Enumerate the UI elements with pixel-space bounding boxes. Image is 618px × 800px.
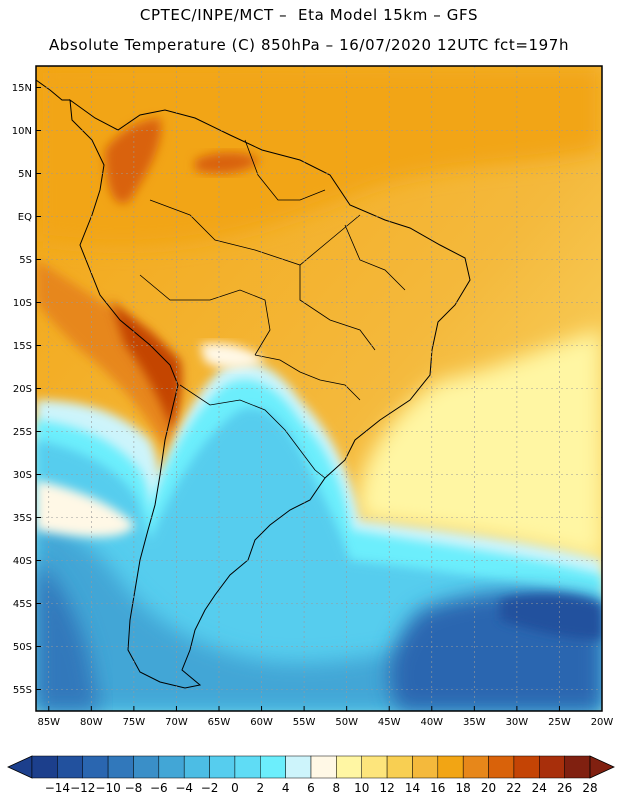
lat-tick-label: 20S [13, 384, 32, 395]
south-america-coastline [69, 98, 471, 689]
colorbar-swatch [462, 755, 489, 779]
colorbar-swatch [209, 755, 236, 779]
lat-tick-label: 40S [13, 556, 32, 567]
colorbar-swatch [437, 755, 464, 779]
colorbar-swatch [539, 755, 565, 779]
lon-tick-label: 70W [165, 717, 188, 728]
lat-tick-label: 5S [19, 255, 32, 266]
lat-tick-label: 30S [13, 470, 32, 481]
colorbar-swatch [488, 755, 515, 779]
colorbar-labels: −14 −12 −10 −8 −6 −4 −2 0 2 4 6 8 10 12 14 16 18 20 22 24 26… [45, 781, 598, 795]
lon-tick-label: 85W [37, 717, 60, 728]
colorbar-swatch [57, 755, 83, 779]
colorbar-label: 16 [430, 781, 445, 795]
map-title-line2: Absolute Temperature (C) 850hPa – 16/07/… [48, 36, 570, 54]
colorbar-label: −10 [95, 781, 120, 795]
lon-tick-label: 50W [335, 717, 358, 728]
colorbar-label: 20 [481, 781, 496, 795]
colorbar-label: −14 [45, 781, 70, 795]
lon-tick-label: 60W [250, 717, 273, 728]
colorbar-label: −4 [175, 781, 193, 795]
colorbar-label: 6 [307, 781, 315, 795]
colorbar-swatch [310, 755, 337, 779]
colorbar-max-arrow [589, 755, 615, 779]
colorbar-label: 26 [557, 781, 572, 795]
lat-tick-label: 35S [13, 513, 32, 524]
colorbar-label: −8 [125, 781, 143, 795]
lon-tick-label: 20W [591, 717, 614, 728]
lon-tick-label: 35W [463, 717, 486, 728]
colorbar-swatch [31, 755, 58, 779]
colorbar-swatch [361, 755, 388, 779]
colorbar-label: 0 [231, 781, 239, 795]
colorbar-swatch [513, 755, 540, 779]
country-borders [139, 139, 406, 479]
colorbar-swatch [285, 755, 312, 779]
lat-tick-label: 15N [12, 83, 32, 94]
colorbar-swatch [234, 755, 261, 779]
colorbar-label: 14 [405, 781, 420, 795]
colorbar-swatch [133, 755, 160, 779]
lon-tick-label: 30W [506, 717, 529, 728]
colorbar-swatch [336, 755, 362, 779]
colorbar-label: −2 [201, 781, 219, 795]
graticule [36, 66, 602, 711]
colorbar-label: 22 [506, 781, 521, 795]
colorbar-swatch [183, 755, 210, 779]
lat-tick-label: 5N [18, 169, 32, 180]
lat-tick-label: 50S [13, 642, 32, 653]
lon-tick-label: 80W [80, 717, 103, 728]
colorbar-swatch [564, 755, 591, 779]
colorbar-swatch [260, 755, 286, 779]
longitude-labels: 85W 80W 75W 70W 65W 60W 55W 50W 45W 40W 35W 30W 25W 2… [37, 706, 613, 728]
colorbar-min-arrow [7, 755, 33, 779]
lat-tick-label: 15S [13, 341, 32, 352]
lon-tick-label: 45W [378, 717, 401, 728]
colorbar-swatch [82, 755, 109, 779]
colorbar-label: 12 [379, 781, 394, 795]
colorbar-swatch [158, 755, 185, 779]
colorbar-label: 28 [582, 781, 597, 795]
map-title-line1: CPTEC/INPE/MCT – Eta Model 15km – GFS [139, 6, 479, 24]
lon-tick-label: 25W [548, 717, 571, 728]
colorbar [7, 755, 615, 779]
colorbar-label: 10 [354, 781, 369, 795]
lat-tick-label: 10N [12, 126, 32, 137]
colorbar-swatch [412, 755, 439, 779]
lat-tick-label: 55S [13, 685, 32, 696]
colorbar-label: 8 [333, 781, 341, 795]
colorbar-label: −12 [70, 781, 95, 795]
lat-tick-label: 10S [13, 298, 32, 309]
latitude-labels: 15N 10N 5N EQ 5S 10S 15S 20S 25S 30S 35S 40S 45S 50S 5… [12, 83, 41, 696]
lat-tick-label: 25S [13, 427, 32, 438]
lon-tick-label: 75W [123, 717, 146, 728]
colorbar-swatch [107, 755, 134, 779]
colorbar-label: 18 [456, 781, 471, 795]
colorbar-swatch [386, 755, 413, 779]
colorbar-label: 2 [256, 781, 264, 795]
lat-tick-label: 45S [13, 599, 32, 610]
colorbar-label: 4 [282, 781, 290, 795]
colorbar-label: 24 [532, 781, 547, 795]
colorbar-label: −6 [150, 781, 168, 795]
lon-tick-label: 55W [293, 717, 316, 728]
lat-tick-label: EQ [18, 212, 32, 223]
lon-tick-label: 40W [420, 717, 443, 728]
lon-tick-label: 65W [208, 717, 231, 728]
